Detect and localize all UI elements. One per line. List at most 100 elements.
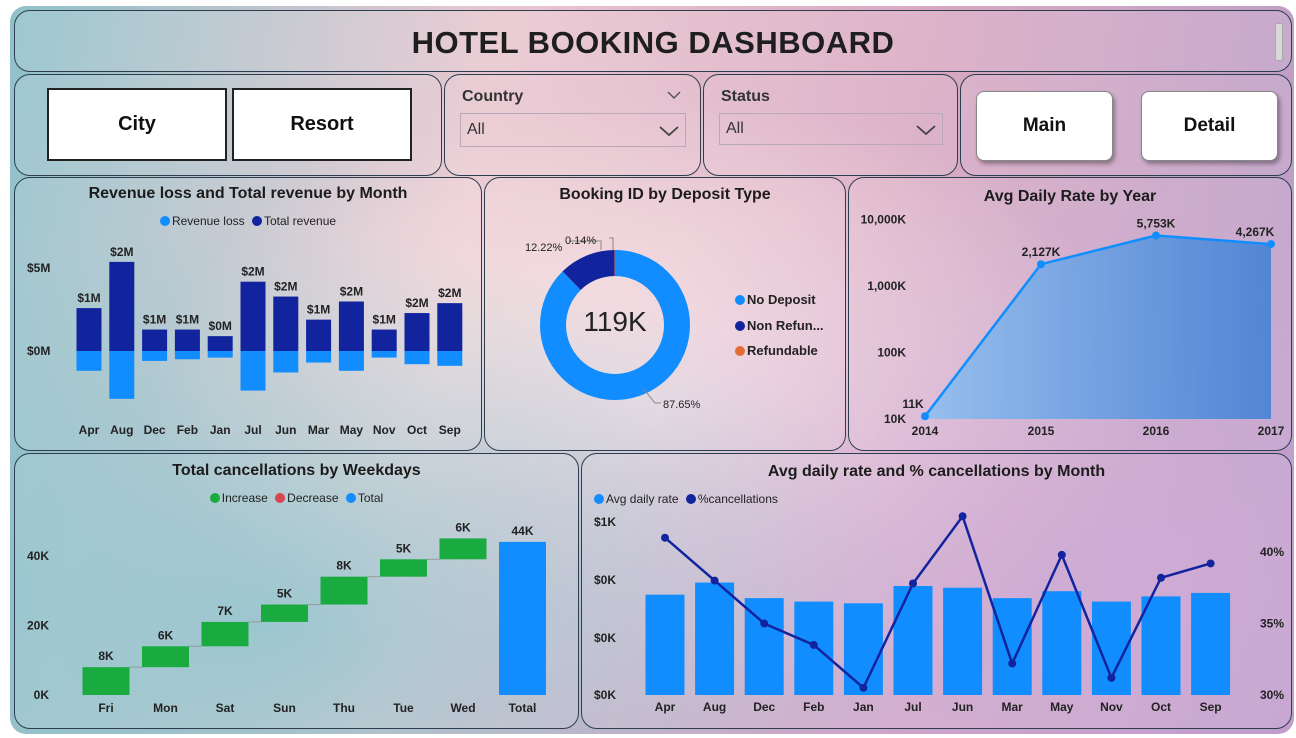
data-point [1152,231,1160,240]
revenue-loss-bar [338,351,364,371]
revenue-loss-bar [273,351,299,373]
x-tick-label: 2017 [1258,424,1285,438]
data-point [1206,559,1215,568]
data-point [921,412,929,421]
data-point [958,512,967,521]
adr-month-chart-legend: Avg daily rate %cancellations [594,492,778,506]
legend-no-deposit: No Deposit [747,292,816,307]
x-tick-label: 2014 [912,424,939,438]
y-tick-label-right: 30% [1260,688,1284,702]
waterfall-bar [82,667,130,695]
x-tick-label: Nov [373,423,396,437]
page-title: HOTEL BOOKING DASHBOARD [411,25,895,60]
total-revenue-bar [76,308,102,351]
waterfall-bar [261,604,308,622]
avg-daily-rate-bar [695,582,735,695]
status-label: Status [721,88,770,105]
data-point [1267,240,1275,249]
data-point [760,619,769,628]
revenue-loss-bar [240,351,266,391]
x-tick-label: Tue [393,701,414,715]
avg-daily-rate-bar [1042,591,1082,695]
data-label: 7K [217,604,233,618]
y-tick-label: 10K [884,412,906,426]
y-tick-label: $0M [27,344,50,358]
waterfall-bar [499,541,546,695]
data-label: $1M [307,303,330,317]
adr-month-chart: $0K $0K $0K $1K 30% 35% 40% Apr Aug Dec Feb Jan Jul J… [594,512,1284,714]
city-button[interactable]: City [47,88,227,161]
data-point [710,576,719,585]
total-revenue-bar [273,296,299,351]
y-tick-label-right: 40% [1260,545,1284,559]
total-revenue-bar [371,329,397,351]
revenue-loss-bar [404,351,430,365]
x-tick-label: Jul [244,423,261,437]
cancellations-line [664,513,1211,690]
x-tick-label: Oct [407,423,427,437]
country-select[interactable]: All [460,113,686,147]
x-tick-label: Mar [1002,700,1024,714]
data-point [909,579,917,588]
cancellations-waterfall-chart: 0K 20K 40K 8K Fri 6K Mon 7K Sat 5K Sun 8K Thu 5K Tue 6K… [27,520,546,715]
legend-non-refund: Non Refun... [747,318,824,333]
y-tick-label: 40K [27,549,49,563]
data-label: 11K [902,397,924,411]
avg-daily-rate-bar [645,594,685,695]
y-tick-label-right: 35% [1260,617,1284,631]
revenue-chart-panel: Revenue loss and Total revenue by Month … [14,177,482,451]
leader-line [609,237,614,250]
data-label: 5,753K [1137,216,1176,230]
revenue-loss-bar [142,351,168,361]
donut-slice [540,250,690,400]
waterfall-bar [439,538,487,560]
x-tick-label: Jun [275,423,296,437]
revenue-loss-bar [76,351,102,371]
main-page-button[interactable]: Main [976,91,1113,161]
data-point [1107,673,1116,682]
data-label: $2M [405,296,428,310]
y-tick-label-left: $0K [594,631,616,645]
x-tick-label: Dec [144,423,166,437]
x-tick-label: 2015 [1028,424,1055,438]
x-tick-label: 2016 [1143,424,1170,438]
series-line [924,234,1272,418]
legend-increase: Increase [221,491,268,505]
resort-button[interactable]: Resort [232,88,412,161]
avg-daily-rate-bar [1141,596,1181,695]
deposit-chart-title: Booking ID by Deposit Type [559,186,771,203]
legend-dot [735,346,745,356]
x-tick-label: Apr [79,423,100,437]
total-revenue-bar [404,313,430,351]
data-label: $1M [176,313,199,327]
avg-daily-rate-bar [1191,592,1231,695]
status-select[interactable]: All [719,113,943,145]
y-tick-label-left: $1K [594,515,616,529]
cancellations-chart-legend: Increase Decrease Total [15,491,578,505]
waterfall-bar [320,576,368,605]
data-label: 44K [511,524,533,538]
y-tick-label: $5M [27,261,50,275]
cancellations-chart-title: Total cancellations by Weekdays [172,462,421,479]
total-revenue-bar [437,303,463,351]
x-tick-label: Sep [439,423,461,437]
y-tick-label-left: $0K [594,573,616,587]
x-tick-label: Aug [703,700,726,714]
total-revenue-bar [109,261,135,351]
scrollbar-thumb[interactable] [1275,23,1283,61]
adr-month-chart-panel: Avg daily rate and % cancellations by Mo… [581,453,1292,729]
y-tick-label: 100K [877,346,906,360]
x-tick-label: Mon [153,701,178,715]
revenue-chart: $5M $0M $1M Apr $2M Aug $1M Dec $1M Feb $0M Jan $2… [27,245,463,437]
deposit-chart-panel: Booking ID by Deposit Type 119K No Depos… [484,177,846,451]
x-tick-label: Jun [952,700,973,714]
total-revenue-bar [240,281,266,351]
legend-dot [735,295,745,305]
legend-pct-cancellations: %cancellations [697,492,778,506]
detail-page-button[interactable]: Detail [1141,91,1278,161]
chevron-down-icon[interactable] [667,87,681,105]
y-tick-label: 20K [27,618,49,632]
data-label: $2M [274,280,297,294]
revenue-loss-bar [371,351,397,358]
status-filter-panel: Status All [703,74,958,176]
